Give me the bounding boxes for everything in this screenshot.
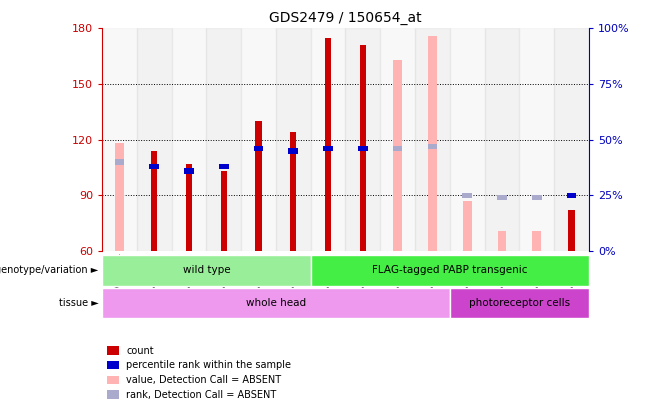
Bar [360, 45, 366, 251]
Bar [207, 28, 241, 251]
Bar [255, 121, 262, 251]
Text: genotype/variation ►: genotype/variation ► [0, 265, 99, 275]
Bar [463, 193, 472, 198]
Text: wild type: wild type [182, 265, 230, 275]
Bar [184, 168, 194, 174]
Text: tissue ►: tissue ► [59, 298, 99, 308]
Bar [149, 164, 159, 169]
Bar [358, 146, 368, 151]
Bar [497, 195, 507, 200]
Bar [151, 151, 157, 251]
Text: photoreceptor cells: photoreceptor cells [468, 298, 570, 308]
Bar [220, 171, 227, 251]
Bar [519, 28, 554, 251]
Bar [241, 28, 276, 251]
Bar [554, 28, 589, 251]
Bar [323, 146, 333, 151]
Bar [276, 28, 311, 251]
Bar [311, 28, 345, 251]
Bar [102, 288, 450, 318]
Bar [567, 193, 576, 198]
Bar [288, 148, 298, 153]
Bar [102, 255, 311, 286]
Bar [393, 146, 403, 151]
Bar [380, 28, 415, 251]
Bar [569, 210, 574, 251]
Bar [428, 36, 437, 251]
Text: FLAG-tagged PABP transgenic: FLAG-tagged PABP transgenic [372, 265, 528, 275]
Bar [450, 28, 484, 251]
Bar [463, 201, 472, 251]
Bar [345, 28, 380, 251]
Bar [484, 28, 519, 251]
Bar [415, 28, 450, 251]
Text: whole head: whole head [246, 298, 306, 308]
Bar [114, 159, 124, 165]
Legend: count, percentile rank within the sample, value, Detection Call = ABSENT, rank, : count, percentile rank within the sample… [107, 345, 291, 400]
Bar [290, 132, 296, 251]
Bar [497, 231, 506, 251]
Bar [219, 164, 228, 169]
Bar [137, 28, 172, 251]
Bar [253, 146, 263, 151]
Bar [393, 60, 402, 251]
Bar [325, 38, 331, 251]
Bar [532, 195, 542, 200]
Bar [186, 164, 192, 251]
Bar [172, 28, 207, 251]
Title: GDS2479 / 150654_at: GDS2479 / 150654_at [269, 11, 422, 25]
Bar [102, 28, 137, 251]
Bar [428, 144, 438, 149]
Bar [311, 255, 589, 286]
Bar [532, 231, 541, 251]
Bar [450, 288, 589, 318]
Bar [115, 143, 124, 251]
